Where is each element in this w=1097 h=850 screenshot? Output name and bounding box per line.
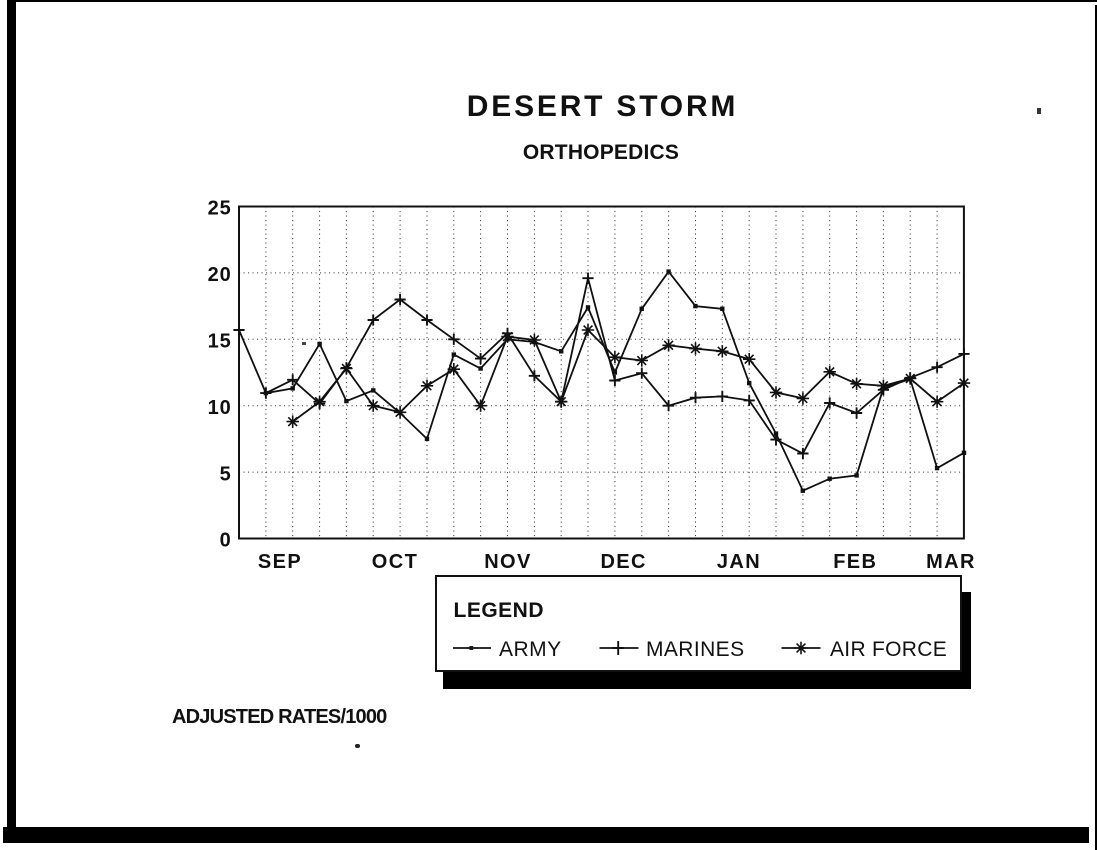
svg-text:NOV: NOV [484,551,532,573]
svg-text:15: 15 [208,331,232,353]
svg-text:5: 5 [220,463,232,485]
svg-text:MAR: MAR [926,551,976,573]
svg-text:DEC: DEC [600,551,646,573]
svg-text:OCT: OCT [372,551,418,573]
svg-text:25: 25 [208,198,232,220]
svg-text:20: 20 [208,264,232,286]
svg-text:0: 0 [220,530,232,552]
svg-text:SEP: SEP [258,551,302,573]
svg-text:FEB: FEB [833,551,877,573]
svg-text:10: 10 [208,397,232,419]
svg-text:JAN: JAN [717,551,761,573]
